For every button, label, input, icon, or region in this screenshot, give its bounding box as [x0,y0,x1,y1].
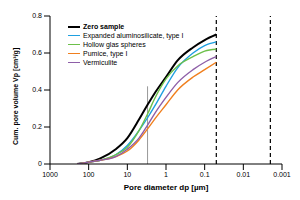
svg-text:Pore diameter dp [µm]: Pore diameter dp [µm] [124,183,209,192]
html-text:Zero sample: Zero sample [83,23,125,30]
svg-text:1: 1 [164,171,168,178]
html-text:Expanded aluminosilicate, type: Expanded aluminosilicate, type I [83,32,184,39]
svg-text:0.001: 0.001 [273,171,291,178]
svg-text:10: 10 [123,171,131,178]
svg-text:0.1: 0.1 [200,171,210,178]
html-text:Pumice, type I: Pumice, type I [83,50,128,57]
svg-text:0.01: 0.01 [237,171,251,178]
svg-text:0: 0 [38,160,42,167]
html-text:Hollow glas spheres: Hollow glas spheres [83,41,146,48]
svg-text:0.6: 0.6 [32,49,42,56]
svg-text:Cum. pore volume Vp [cm³/g]: Cum. pore volume Vp [cm³/g] [12,48,20,145]
svg-text:0.4: 0.4 [32,86,42,93]
html-text:Vermiculite: Vermiculite [83,59,118,66]
svg-text:0.2: 0.2 [32,123,42,130]
svg-text:1000: 1000 [42,171,58,178]
svg-text:100: 100 [83,171,95,178]
svg-text:0.8: 0.8 [32,12,42,19]
